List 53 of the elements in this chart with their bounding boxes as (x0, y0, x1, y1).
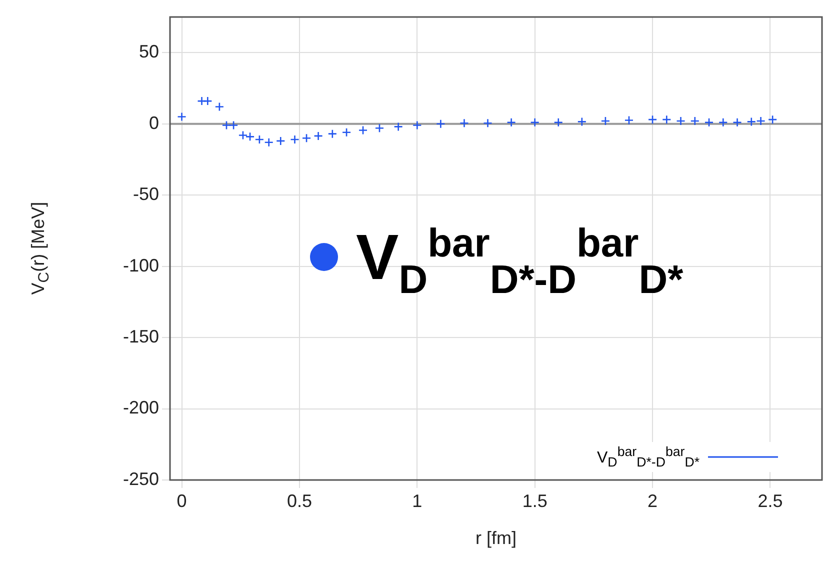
point (214, 102, 224, 112)
y-tick-label: -50 (132, 184, 159, 204)
point (197, 96, 206, 106)
y-tick-label: -100 (122, 255, 159, 276)
point (648, 114, 658, 124)
point (328, 129, 338, 138)
x-tick-label: 1 (412, 490, 422, 511)
point (600, 116, 610, 126)
point (756, 116, 766, 126)
point (530, 118, 540, 128)
y-tick-label: -250 (122, 468, 159, 489)
point (554, 118, 564, 128)
point (177, 112, 186, 122)
point (314, 131, 323, 141)
y-tick-label: 50 (138, 42, 159, 62)
point (245, 132, 255, 142)
y-tick-label: -200 (122, 398, 159, 418)
point (704, 118, 714, 128)
point (238, 130, 248, 140)
point (203, 96, 212, 106)
y-tick-label: -150 (122, 326, 159, 347)
point (690, 116, 700, 126)
point (436, 119, 446, 128)
point (228, 120, 238, 130)
point (732, 118, 742, 128)
point (676, 116, 686, 126)
x-tick-label: 2 (648, 490, 658, 511)
point (460, 118, 469, 128)
point (746, 117, 756, 126)
point (624, 116, 634, 125)
point (276, 136, 286, 146)
point (506, 118, 516, 128)
point (577, 117, 587, 126)
point (342, 128, 352, 138)
point (394, 122, 403, 132)
point (374, 123, 384, 133)
x-tick-label: 0 (176, 490, 187, 511)
y-tick-label: 0 (148, 112, 159, 133)
point (264, 138, 274, 148)
point (412, 120, 422, 130)
point (290, 134, 300, 144)
x-axis-title: r [fm] (476, 528, 516, 549)
point (718, 118, 728, 128)
point (483, 118, 492, 128)
x-tick-label: 0.5 (286, 490, 312, 511)
point (302, 133, 312, 143)
x-tick-label: 1.5 (522, 490, 548, 511)
x-tick-label: 2.5 (758, 490, 783, 511)
point (254, 134, 264, 144)
point (662, 114, 672, 124)
point (358, 126, 368, 135)
point (222, 120, 232, 130)
point (768, 114, 778, 124)
